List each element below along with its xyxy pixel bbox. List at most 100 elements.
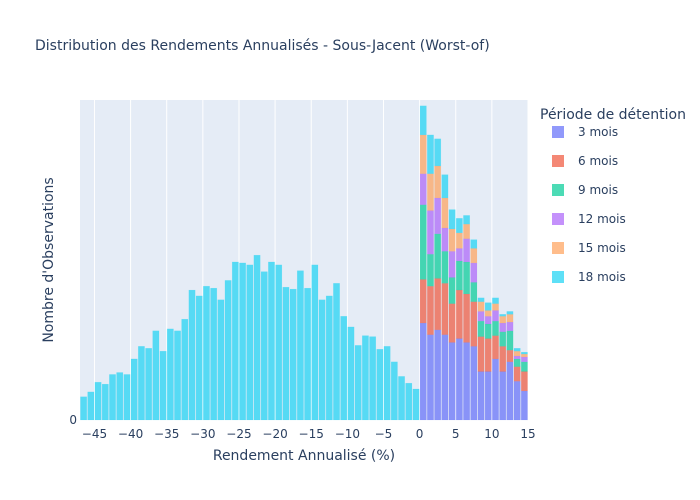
bar xyxy=(455,260,463,291)
bar xyxy=(390,361,398,421)
legend-swatch xyxy=(552,155,564,167)
bar xyxy=(477,301,485,312)
bar xyxy=(477,336,485,372)
x-ticks: −45 −40 −35 −30 −25 −20 −15 −10 −5 0 5 10 15 xyxy=(82,427,536,441)
bar xyxy=(506,349,514,363)
bar xyxy=(268,261,275,421)
bar xyxy=(441,334,449,421)
bar xyxy=(217,299,225,421)
bar xyxy=(427,334,434,421)
series-1 xyxy=(419,278,528,392)
bar xyxy=(210,287,218,421)
x-tick-label: 10 xyxy=(484,427,499,441)
bar xyxy=(477,311,485,322)
x-tick-label: −35 xyxy=(154,427,179,441)
bar xyxy=(520,371,528,392)
bar xyxy=(492,303,499,311)
bar xyxy=(470,248,478,264)
bar xyxy=(484,310,492,317)
bar xyxy=(427,210,434,255)
bar xyxy=(130,358,138,421)
bar xyxy=(513,355,521,360)
bar xyxy=(174,330,181,421)
x-tick-label: 15 xyxy=(520,427,535,441)
bar xyxy=(506,321,514,332)
bar xyxy=(506,361,514,421)
bar xyxy=(492,297,499,304)
bar xyxy=(419,105,427,136)
bar xyxy=(470,301,478,347)
bar xyxy=(455,232,463,249)
bar xyxy=(361,335,369,421)
x-tick-label: −40 xyxy=(118,427,143,441)
legend-swatch xyxy=(552,213,564,225)
bar xyxy=(195,295,203,421)
bar xyxy=(188,289,196,421)
bar xyxy=(484,323,492,339)
bars xyxy=(80,105,528,421)
series-0 xyxy=(419,322,528,421)
bar xyxy=(463,223,471,239)
bar xyxy=(492,310,499,322)
bar xyxy=(318,299,326,421)
bar xyxy=(448,209,456,230)
bar xyxy=(325,295,333,421)
bar xyxy=(441,283,449,335)
bar xyxy=(499,314,507,317)
bar xyxy=(101,383,109,421)
bar xyxy=(448,251,456,278)
gridlines xyxy=(93,100,529,420)
bar xyxy=(340,315,348,421)
bar xyxy=(441,174,449,199)
bar xyxy=(492,335,499,360)
bar xyxy=(448,228,456,252)
bar xyxy=(80,396,88,421)
x-axis-label: Rendement Annualisé (%) xyxy=(213,448,395,464)
bar xyxy=(87,391,95,421)
legend-label: 18 mois xyxy=(578,270,626,284)
bar xyxy=(520,361,528,372)
bar xyxy=(470,282,478,302)
bar xyxy=(448,303,456,343)
x-tick-label: 0 xyxy=(416,427,424,441)
bar xyxy=(419,173,427,205)
bar xyxy=(499,322,507,333)
bar xyxy=(419,279,427,324)
bar xyxy=(499,371,507,421)
series-4 xyxy=(419,134,528,358)
bar xyxy=(94,381,102,421)
bar xyxy=(463,238,471,263)
bar xyxy=(253,254,261,421)
bar xyxy=(137,346,145,421)
legend-label: 3 mois xyxy=(578,125,618,139)
bar xyxy=(311,264,319,421)
bar xyxy=(520,390,528,421)
bar xyxy=(463,342,471,421)
y-axis-label: Nombre d'Observations xyxy=(41,177,57,342)
bar xyxy=(333,283,340,421)
bar xyxy=(419,134,427,174)
bar xyxy=(484,338,492,372)
bar xyxy=(116,372,124,421)
legend-label: 15 mois xyxy=(578,241,626,255)
bar xyxy=(455,289,463,339)
bar xyxy=(427,285,434,335)
bar xyxy=(513,358,521,367)
legend: Période de détention 3 mois 6 mois 9 mois 1… xyxy=(540,107,686,284)
bar xyxy=(477,371,485,421)
bar xyxy=(434,165,442,199)
bar xyxy=(448,277,456,304)
bar xyxy=(484,302,492,311)
bar xyxy=(260,271,268,421)
bar xyxy=(520,353,528,358)
legend-title: Période de détention xyxy=(540,107,686,123)
bar xyxy=(159,350,167,421)
bar xyxy=(463,293,471,343)
bar xyxy=(434,138,442,167)
legend-swatch xyxy=(552,126,564,138)
bar xyxy=(181,318,189,421)
bar xyxy=(434,233,442,279)
bar xyxy=(477,320,485,337)
bar xyxy=(520,351,528,355)
